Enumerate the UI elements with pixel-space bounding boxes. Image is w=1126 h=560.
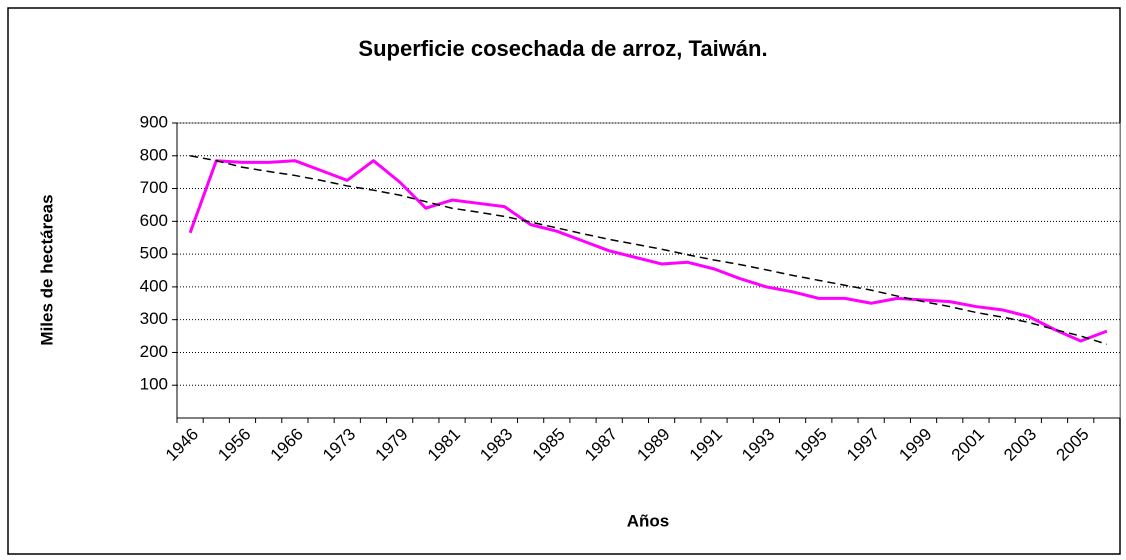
y-tick-label: 900: [140, 112, 168, 131]
y-tick-label: 700: [140, 178, 168, 197]
data-line: [188, 159, 1108, 343]
y-tick-label: 800: [140, 145, 168, 164]
x-axis-label: Años: [627, 511, 670, 530]
y-tick-label: 400: [140, 276, 168, 295]
y-tick-label: 300: [140, 309, 168, 328]
chart-title: Superficie cosechada de arroz, Taiwán.: [358, 36, 767, 61]
plot-area: [176, 122, 1121, 419]
y-axis-label: Miles de hectáreas: [37, 194, 56, 345]
y-tick-label: 100: [140, 375, 168, 394]
y-tick-label: 600: [140, 211, 168, 230]
y-tick-label: 200: [140, 342, 168, 361]
y-tick-label: 500: [140, 244, 168, 263]
